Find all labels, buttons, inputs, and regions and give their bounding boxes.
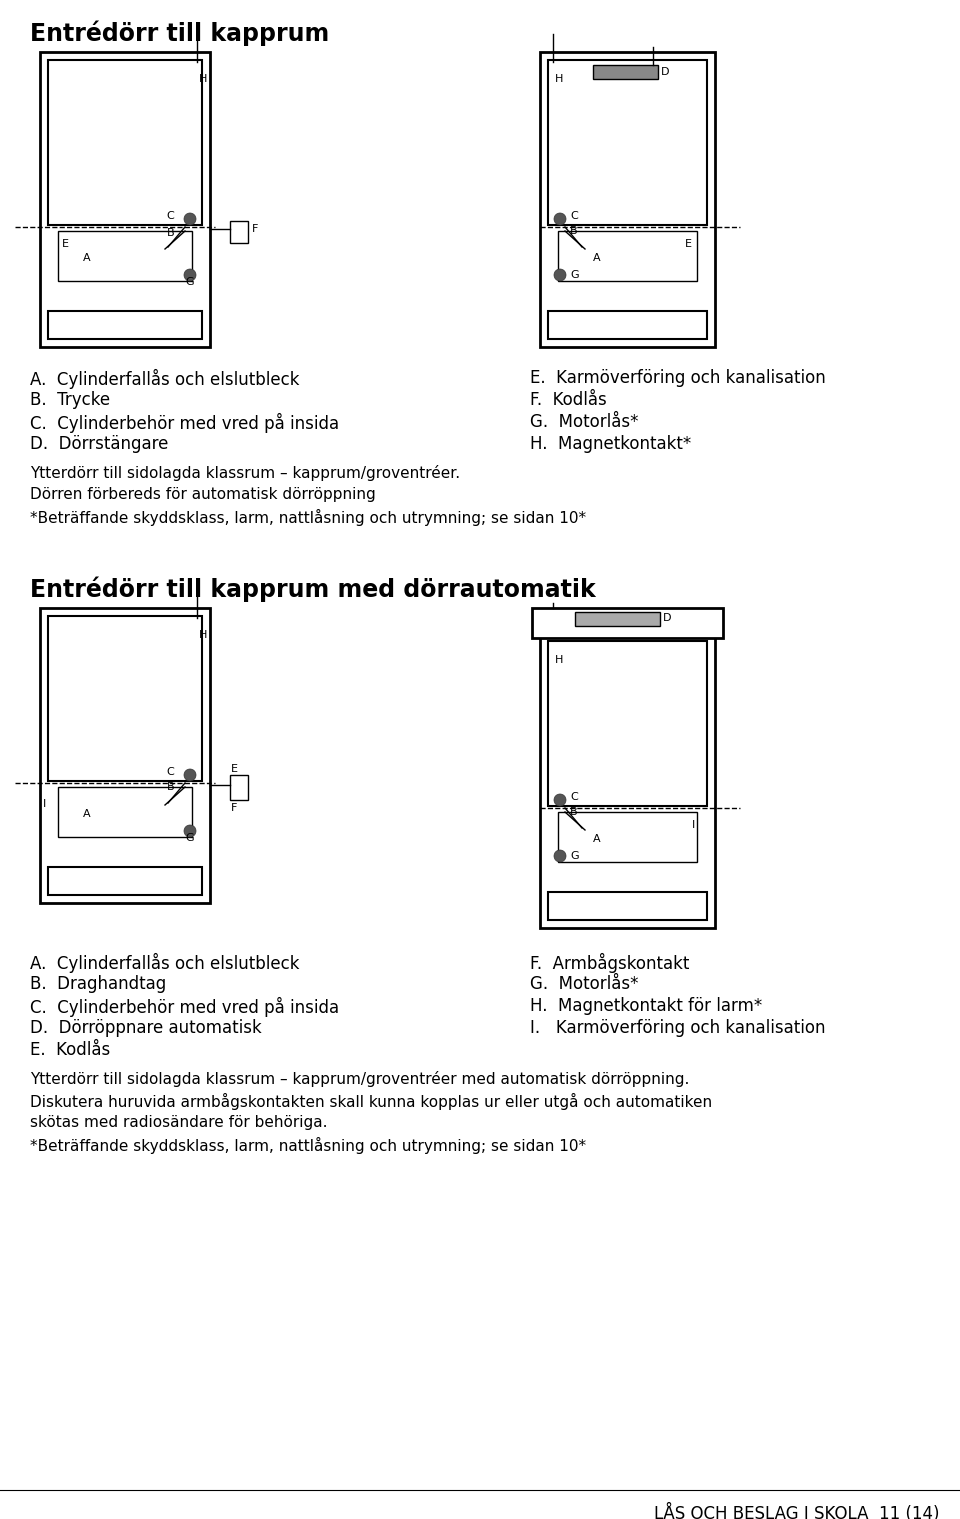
Bar xyxy=(48,617,202,781)
Bar xyxy=(58,231,192,281)
Circle shape xyxy=(554,269,566,281)
Text: Dörren förbereds för automatisk dörröppning: Dörren förbereds för automatisk dörröppn… xyxy=(30,488,375,501)
Text: B: B xyxy=(166,782,174,791)
Text: H: H xyxy=(199,74,207,84)
Text: A.  Cylinderfallås och elslutbleck: A. Cylinderfallås och elslutbleck xyxy=(30,369,300,389)
Text: D: D xyxy=(663,614,671,623)
Text: B.  Trycke: B. Trycke xyxy=(30,390,110,409)
Text: D.  Dörrstängare: D. Dörrstängare xyxy=(30,434,168,453)
Text: H: H xyxy=(555,655,564,665)
Text: G.  Motorlås*: G. Motorlås* xyxy=(530,975,638,993)
Bar xyxy=(575,612,660,626)
Bar xyxy=(593,65,658,79)
Text: G: G xyxy=(185,832,194,843)
Text: F: F xyxy=(231,804,237,813)
Text: C: C xyxy=(570,791,578,802)
Text: H.  Magnetkontakt*: H. Magnetkontakt* xyxy=(530,434,691,453)
Text: D.  Dörröppnare automatisk: D. Dörröppnare automatisk xyxy=(30,1019,262,1037)
Circle shape xyxy=(554,851,566,861)
Text: E: E xyxy=(685,238,692,249)
Text: F.  Armbågskontakt: F. Armbågskontakt xyxy=(530,952,689,974)
Text: I.   Karmöverföring och kanalisation: I. Karmöverföring och kanalisation xyxy=(530,1019,826,1037)
Bar xyxy=(532,608,723,638)
Text: I: I xyxy=(692,820,695,829)
Circle shape xyxy=(184,769,196,781)
Bar xyxy=(548,311,707,339)
Text: B: B xyxy=(570,226,578,235)
Bar xyxy=(540,52,715,346)
Text: H: H xyxy=(199,630,207,639)
Text: D: D xyxy=(661,67,669,77)
Text: Ytterdörr till sidolagda klassrum – kapprum/groventréer.: Ytterdörr till sidolagda klassrum – kapp… xyxy=(30,465,460,482)
Bar xyxy=(540,633,715,928)
Circle shape xyxy=(554,794,566,807)
Circle shape xyxy=(184,269,196,281)
Text: C: C xyxy=(166,211,174,220)
Text: G: G xyxy=(185,276,194,287)
Text: skötas med radiosändare för behöriga.: skötas med radiosändare för behöriga. xyxy=(30,1115,327,1130)
Text: LÅS OCH BESLAG I SKOLA  11 (14): LÅS OCH BESLAG I SKOLA 11 (14) xyxy=(655,1504,940,1519)
Circle shape xyxy=(184,213,196,225)
Text: E: E xyxy=(62,238,69,249)
Text: G: G xyxy=(570,851,579,861)
Text: C.  Cylinderbehör med vred på insida: C. Cylinderbehör med vred på insida xyxy=(30,996,339,1018)
Text: Diskutera huruvida armbågskontakten skall kunna kopplas ur eller utgå och automa: Diskutera huruvida armbågskontakten skal… xyxy=(30,1094,712,1110)
Text: G: G xyxy=(570,270,579,279)
Text: H.  Magnetkontakt för larm*: H. Magnetkontakt för larm* xyxy=(530,996,762,1015)
Text: B.  Draghandtag: B. Draghandtag xyxy=(30,975,166,993)
Text: C.  Cylinderbehör med vred på insida: C. Cylinderbehör med vred på insida xyxy=(30,413,339,433)
Text: A.  Cylinderfallås och elslutbleck: A. Cylinderfallås och elslutbleck xyxy=(30,952,300,974)
Text: F: F xyxy=(252,223,258,234)
Text: H: H xyxy=(555,74,564,84)
Text: Entrédörr till kapprum: Entrédörr till kapprum xyxy=(30,20,329,46)
Text: C: C xyxy=(166,767,174,778)
Text: *Beträffande skyddsklass, larm, nattlåsning och utrymning; se sidan 10*: *Beträffande skyddsklass, larm, nattlåsn… xyxy=(30,509,587,526)
Text: B: B xyxy=(570,807,578,817)
Bar xyxy=(230,220,248,243)
Text: A: A xyxy=(593,834,601,845)
Bar xyxy=(548,892,707,921)
Text: A: A xyxy=(83,810,90,819)
Text: E.  Karmöverföring och kanalisation: E. Karmöverföring och kanalisation xyxy=(530,369,826,387)
Bar xyxy=(40,608,210,902)
Text: F.  Kodlås: F. Kodlås xyxy=(530,390,607,409)
Text: I: I xyxy=(43,799,46,810)
Circle shape xyxy=(554,213,566,225)
Circle shape xyxy=(184,825,196,837)
Text: A: A xyxy=(83,254,90,263)
Text: Entrédörr till kapprum med dörrautomatik: Entrédörr till kapprum med dörrautomatik xyxy=(30,576,596,602)
Bar xyxy=(558,231,697,281)
Bar xyxy=(48,311,202,339)
Bar xyxy=(40,52,210,346)
Text: B: B xyxy=(166,228,174,238)
Bar xyxy=(230,775,248,801)
Bar xyxy=(548,641,707,807)
Text: Ytterdörr till sidolagda klassrum – kapprum/groventréer med automatisk dörröppni: Ytterdörr till sidolagda klassrum – kapp… xyxy=(30,1071,689,1088)
Text: E: E xyxy=(231,764,238,775)
Text: A: A xyxy=(593,254,601,263)
Text: C: C xyxy=(570,211,578,220)
Bar xyxy=(48,59,202,225)
Bar xyxy=(558,813,697,861)
Bar xyxy=(48,867,202,895)
Text: E.  Kodlås: E. Kodlås xyxy=(30,1041,110,1059)
Text: G.  Motorlås*: G. Motorlås* xyxy=(530,413,638,431)
Bar xyxy=(58,787,192,837)
Bar xyxy=(548,59,707,225)
Text: *Beträffande skyddsklass, larm, nattlåsning och utrymning; se sidan 10*: *Beträffande skyddsklass, larm, nattlåsn… xyxy=(30,1138,587,1154)
